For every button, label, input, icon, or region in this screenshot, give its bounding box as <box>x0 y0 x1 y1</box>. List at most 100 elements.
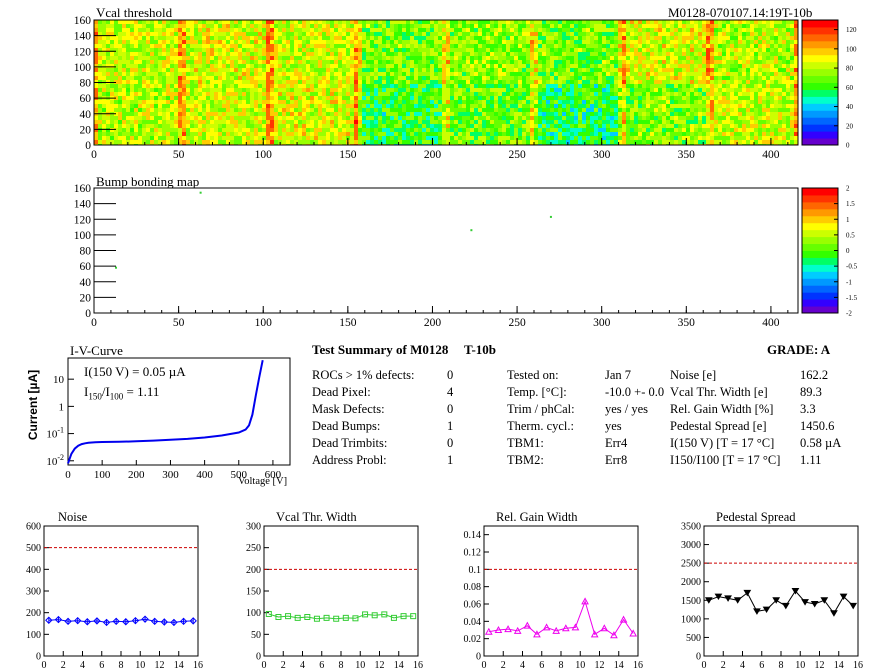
heatmap-cell <box>330 36 334 40</box>
heatmap-cell <box>578 140 582 144</box>
heatmap-cell <box>234 84 238 88</box>
heatmap-cell <box>462 132 466 136</box>
heatmap-cell <box>490 132 494 136</box>
heatmap-cell <box>414 88 418 92</box>
heatmap-cell <box>402 116 406 120</box>
heatmap-cell <box>582 40 586 44</box>
heatmap-cell <box>574 32 578 36</box>
heatmap-cell <box>218 92 222 96</box>
heatmap-cell <box>590 40 594 44</box>
heatmap-cell <box>430 112 434 116</box>
heatmap-cell <box>470 108 474 112</box>
heatmap-cell <box>354 136 358 140</box>
heatmap-cell <box>194 112 198 116</box>
heatmap-cell <box>142 44 146 48</box>
heatmap-cell <box>698 44 702 48</box>
heatmap-cell <box>566 32 570 36</box>
heatmap-cell <box>166 132 170 136</box>
heatmap-cell <box>318 56 322 60</box>
heatmap-cell <box>126 132 130 136</box>
heatmap-cell <box>118 28 122 32</box>
heatmap-cell <box>370 104 374 108</box>
heatmap-cell <box>98 92 102 96</box>
heatmap-cell <box>386 112 390 116</box>
heatmap-cell <box>538 88 542 92</box>
heatmap-cell <box>298 124 302 128</box>
heatmap-cell <box>606 48 610 52</box>
heatmap-cell <box>210 84 214 88</box>
heatmap-cell <box>406 100 410 104</box>
heatmap-cell <box>710 140 714 144</box>
heatmap-cell <box>94 20 98 24</box>
heatmap-cell <box>122 28 126 32</box>
heatmap-cell <box>486 44 490 48</box>
heatmap-cell <box>594 104 598 108</box>
heatmap-cell <box>294 44 298 48</box>
heatmap-cell <box>362 76 366 80</box>
heatmap-cell <box>466 48 470 52</box>
heatmap-cell <box>134 140 138 144</box>
heatmap-cell <box>274 92 278 96</box>
heatmap-cell <box>162 60 166 64</box>
heatmap-cell <box>674 136 678 140</box>
heatmap-cell <box>554 100 558 104</box>
heatmap-cell <box>706 72 710 76</box>
heatmap-cell <box>582 124 586 128</box>
heatmap-cell <box>334 100 338 104</box>
heatmap-cell <box>134 80 138 84</box>
heatmap-cell <box>110 20 114 24</box>
heatmap-cell <box>538 108 542 112</box>
heatmap-cell <box>110 68 114 72</box>
heatmap-cell <box>262 40 266 44</box>
heatmap-cell <box>170 72 174 76</box>
heatmap-cell <box>278 132 282 136</box>
heatmap-cell <box>266 132 270 136</box>
heatmap-cell <box>642 28 646 32</box>
heatmap-cell <box>366 32 370 36</box>
heatmap-cell <box>130 36 134 40</box>
heatmap-cell <box>686 24 690 28</box>
heatmap-cell <box>434 120 438 124</box>
heatmap-cell <box>510 128 514 132</box>
heatmap-cell <box>406 36 410 40</box>
heatmap-cell <box>422 60 426 64</box>
heatmap-cell <box>518 132 522 136</box>
heatmap-cell <box>374 48 378 52</box>
heatmap-cell <box>702 68 706 72</box>
heatmap-cell <box>718 20 722 24</box>
heatmap-cell <box>402 64 406 68</box>
heatmap-cell <box>350 28 354 32</box>
heatmap-cell <box>614 112 618 116</box>
heatmap-cell <box>274 36 278 40</box>
heatmap-cell <box>318 112 322 116</box>
heatmap-cell <box>154 76 158 80</box>
heatmap-cell <box>206 24 210 28</box>
heatmap-cell <box>310 20 314 24</box>
heatmap-cell <box>114 88 118 92</box>
heatmap-cell <box>458 32 462 36</box>
heatmap-cell <box>478 68 482 72</box>
heatmap-cell <box>266 64 270 68</box>
heatmap-cell <box>210 28 214 32</box>
heatmap-cell <box>670 128 674 132</box>
heatmap-cell <box>518 52 522 56</box>
heatmap-cell <box>182 100 186 104</box>
heatmap-cell <box>598 20 602 24</box>
heatmap-cell <box>270 100 274 104</box>
heatmap-cell <box>622 84 626 88</box>
heatmap-cell <box>194 136 198 140</box>
heatmap-cell <box>258 88 262 92</box>
heatmap-cell <box>114 140 118 144</box>
heatmap-cell <box>346 48 350 52</box>
heatmap-cell <box>386 88 390 92</box>
heatmap-cell <box>334 124 338 128</box>
heatmap-cell <box>462 108 466 112</box>
heatmap-cell <box>606 84 610 88</box>
heatmap-cell <box>554 48 558 52</box>
heatmap-cell <box>258 40 262 44</box>
heatmap-cell <box>242 120 246 124</box>
heatmap-cell <box>690 108 694 112</box>
heatmap-cell <box>518 100 522 104</box>
heatmap-cell <box>302 64 306 68</box>
heatmap-cell <box>262 32 266 36</box>
